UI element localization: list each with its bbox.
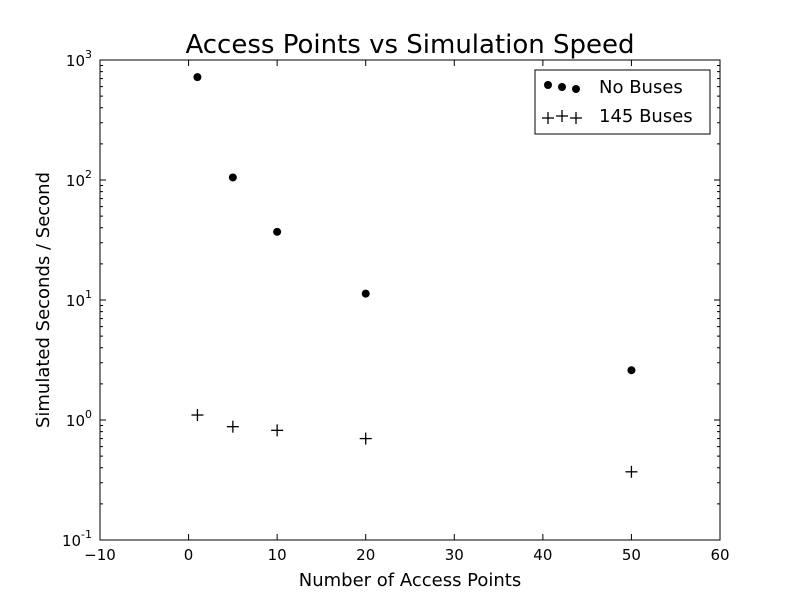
legend-marker <box>572 85 580 93</box>
x-tick-label: 50 <box>622 546 641 564</box>
x-tick-label: 0 <box>184 546 194 564</box>
x-tick-label: 60 <box>710 546 729 564</box>
data-point-plus <box>625 465 638 478</box>
y-tick-label: 10-1 <box>62 528 92 550</box>
legend-marker <box>556 110 568 122</box>
data-point-circle <box>193 73 202 82</box>
legend-marker <box>544 81 552 89</box>
x-tick-label: 40 <box>533 546 552 564</box>
y-tick-label: 102 <box>66 168 92 190</box>
x-axis-label: Number of Access Points <box>299 570 522 591</box>
data-point-circle <box>228 173 237 182</box>
x-tick-label: 30 <box>445 546 464 564</box>
y-tick-label: 101 <box>66 288 92 310</box>
x-tick-label: 20 <box>356 546 375 564</box>
legend-label: 145 Buses <box>599 106 693 127</box>
y-tick-label: 103 <box>66 48 92 70</box>
legend-box <box>534 69 711 135</box>
chart-title: Access Points vs Simulation Speed <box>185 30 634 60</box>
legend-label: No Buses <box>599 77 683 98</box>
data-point-plus <box>359 432 372 445</box>
data-point-circle <box>361 289 370 298</box>
data-points <box>191 73 638 478</box>
y-tick-label: 100 <box>66 408 92 430</box>
x-tick-label: 10 <box>268 546 287 564</box>
x-tick-label: −10 <box>84 546 116 564</box>
data-point-plus <box>191 409 204 422</box>
axis-ticks: −10 0 10 20 30 40 50 60 10-1 100 101 102 103 <box>62 48 730 564</box>
data-point-circle <box>273 227 282 236</box>
legend-marker <box>558 83 566 91</box>
legend: No Buses 145 Buses <box>534 69 711 135</box>
data-point-plus <box>271 424 284 437</box>
data-point-plus <box>226 420 239 433</box>
data-point-circle <box>627 366 636 375</box>
plot-area-frame <box>99 59 721 541</box>
legend-marker <box>542 112 554 124</box>
legend-marker <box>570 112 582 124</box>
y-axis-label: Simulated Seconds / Second <box>33 172 54 428</box>
